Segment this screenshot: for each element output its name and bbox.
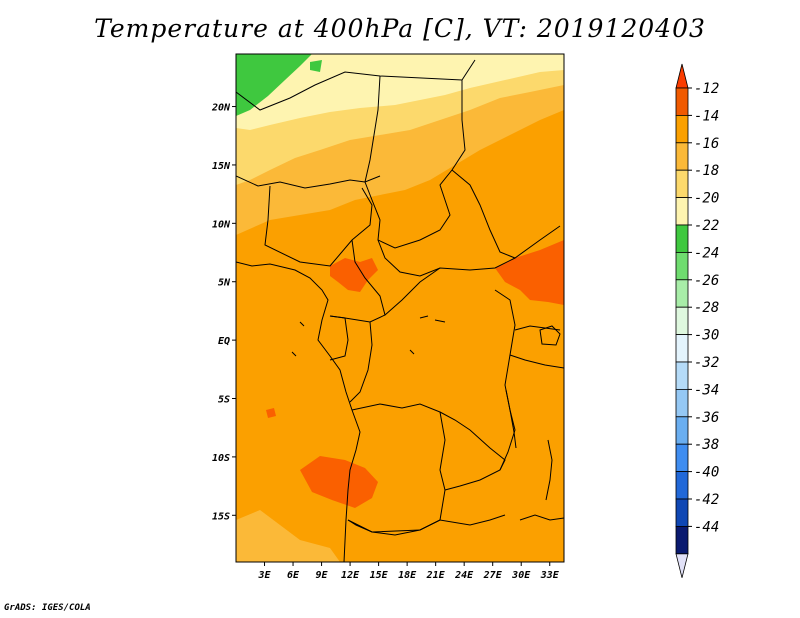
colorbar: -12 -14 -16 -18 -20 -22 -24 -26 -28 -30 -32 -34 -36 -… xyxy=(675,63,719,578)
border-east-2 xyxy=(509,354,564,369)
lon-tick-label: 15E xyxy=(370,570,389,581)
colorbar-level-label: -40 xyxy=(694,465,719,481)
border-zambia xyxy=(439,411,506,491)
lake-victoria xyxy=(539,325,561,346)
colorbar-swatch xyxy=(675,197,689,226)
lon-tick-label: 3E xyxy=(257,570,271,581)
colorbar-swatch xyxy=(675,498,689,527)
colorbar-swatch xyxy=(675,115,689,144)
border-drc-east xyxy=(494,289,516,471)
borders xyxy=(236,59,564,562)
lat-tick-label: 10N xyxy=(212,219,231,230)
colorbar-level-label: -20 xyxy=(694,191,719,207)
colorbar-level-label: -34 xyxy=(694,382,719,398)
colorbar-swatch xyxy=(675,526,689,555)
lat-tick-label: 15S xyxy=(212,511,230,522)
plot-frame xyxy=(235,53,565,563)
border-cameroon xyxy=(329,239,386,323)
colorbar-level-label: -36 xyxy=(694,410,719,426)
field-band-neg22-neg24 xyxy=(236,54,312,116)
border-gabon xyxy=(329,315,349,361)
border-congo xyxy=(349,321,373,403)
colorbar-swatch xyxy=(675,471,689,500)
lat-tick-label: 20N xyxy=(211,103,231,114)
colorbar-level-label: -30 xyxy=(694,328,719,344)
colorbar-swatch xyxy=(675,87,689,116)
field-green-spot xyxy=(310,60,322,72)
border-east-3 xyxy=(519,514,564,521)
colorbar-swatch xyxy=(675,142,689,171)
lon-tick-label: 18E xyxy=(398,570,417,581)
lat-tick-label: 10S xyxy=(212,453,230,464)
lat-tick-label: 5S xyxy=(218,395,230,406)
chart-title: Temperature at 400hPa [C], VT: 201912040… xyxy=(94,14,706,43)
lat-tick-label: 15N xyxy=(212,161,231,172)
coastline-west xyxy=(236,261,361,562)
colorbar-level-label: -24 xyxy=(694,245,719,261)
border-east xyxy=(514,325,561,331)
border-niger-libya xyxy=(236,59,476,111)
colorbar-level-label: -14 xyxy=(694,108,719,124)
colorbar-level-label: -38 xyxy=(694,437,719,453)
lon-tick-label: 6E xyxy=(287,570,300,581)
lon-tick-label: 27E xyxy=(483,570,503,581)
colorbar-swatch xyxy=(675,224,689,253)
lon-tick-label: 33E xyxy=(540,570,560,581)
colorbar-level-label: -16 xyxy=(694,136,719,152)
colorbar-upper-arrow xyxy=(675,63,689,89)
border-nigeria xyxy=(264,185,373,267)
temperature-field xyxy=(236,54,564,562)
lon-tick-label: 21E xyxy=(426,570,446,581)
colorbar-level-label: -12 xyxy=(694,81,719,97)
border-sudan xyxy=(451,169,561,259)
lat-axis: 20N 15N 10N 5N EQ 5S 10S 15S xyxy=(211,103,236,522)
field-band-neg12-neg14-central xyxy=(330,258,378,292)
lon-tick-label: 24E xyxy=(454,570,474,581)
colorbar-lower-arrow xyxy=(675,553,689,578)
border-namibia xyxy=(347,514,506,533)
field-band-neg20-neg22 xyxy=(236,54,564,130)
field-band-neg12-neg14-south xyxy=(300,456,378,508)
grads-credit: GrADS: IGES/COLA xyxy=(4,603,91,613)
colorbar-level-label: -22 xyxy=(694,218,719,234)
border-sahel xyxy=(236,175,381,189)
colorbar-swatch xyxy=(675,306,689,336)
colorbar-level-label: -18 xyxy=(694,163,719,179)
lat-tick-label: 5N xyxy=(218,278,231,289)
field-band-neg12-neg14-east xyxy=(495,240,564,305)
colorbar-swatch xyxy=(675,388,689,418)
colorbar-level-label: -28 xyxy=(694,300,719,316)
island-bits xyxy=(291,315,446,357)
lon-tick-label: 30E xyxy=(511,570,531,581)
border-angola xyxy=(347,403,446,536)
lon-tick-label: 12E xyxy=(341,570,360,581)
colorbar-level-label: -42 xyxy=(694,492,719,508)
colorbar-swatch xyxy=(675,443,689,473)
colorbar-swatch xyxy=(675,251,689,281)
colorbar-level-label: -32 xyxy=(694,355,719,371)
lon-tick-label: 9E xyxy=(316,570,329,581)
lake-malawi xyxy=(545,439,553,501)
colorbar-swatch xyxy=(675,361,689,390)
border-drc-north xyxy=(384,267,441,316)
border-car xyxy=(377,239,516,277)
colorbar-level-label: -26 xyxy=(694,273,719,289)
colorbar-swatch xyxy=(675,169,689,198)
field-band-neg12-neg14-spot xyxy=(266,408,276,418)
colorbar-swatch xyxy=(675,334,689,363)
colorbar-level-label: -44 xyxy=(694,519,719,535)
colorbar-swatch xyxy=(675,279,689,308)
lake-tanganyika xyxy=(505,389,517,449)
field-band-neg16-neg18-sw xyxy=(236,510,340,562)
lat-tick-label: EQ xyxy=(218,336,230,347)
border-chad xyxy=(364,75,466,249)
colorbar-swatch xyxy=(675,416,689,445)
lon-axis: 3E 6E 9E 12E 15E 18E 21E 24E 27E 30E 33E xyxy=(257,562,560,581)
